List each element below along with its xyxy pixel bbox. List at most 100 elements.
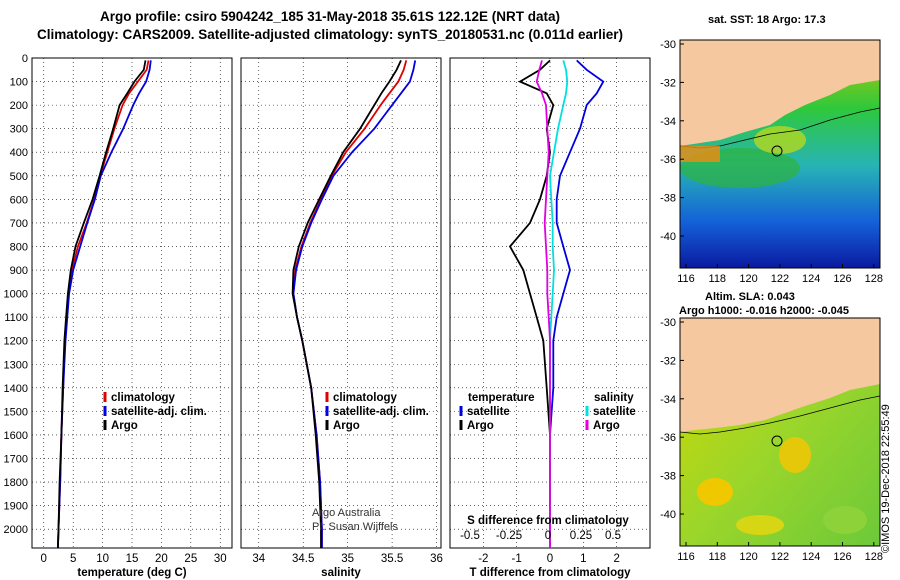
lon-tick-label: 128 [865,273,883,285]
y-tick-label: 1500 [4,406,28,418]
lat-tick-label: -40 [660,231,676,243]
panel-frame [240,57,442,549]
lat-tick-label: -36 [660,432,676,444]
y-tick-label: 400 [10,147,28,159]
lon-tick-label: 120 [739,273,757,285]
x-tick-label: 2 [613,553,619,565]
sla-high-patch-3 [736,515,784,535]
x-tick-label: 35 [341,553,354,565]
lat-tick-label: -38 [660,471,676,483]
lat-tick-label: -40 [660,509,676,521]
y-tick-label: 300 [10,124,28,136]
x-tick-label: -2 [478,553,488,565]
panel-annotation: PI: Susan Wijffels [312,521,398,533]
lon-tick-label: 120 [739,551,757,563]
x-axis-label: T difference from climatology [469,567,631,579]
y-tick-label: 800 [10,241,28,253]
series-line-satellite-adj-clim- [57,60,152,549]
lat-tick-label: -30 [660,317,676,329]
legend-label: satellite-adj. clim. [333,406,429,418]
x-tick-label: 10 [96,553,109,565]
y-tick-label: 0 [22,53,28,65]
y-tick-label: 1400 [4,383,28,395]
x-tick-label: -1 [512,553,522,565]
series-line-climatology [57,60,150,549]
sla-low-patch [823,506,867,534]
legend-label: Argo [467,420,494,432]
x-axis-label: salinity [321,567,361,579]
salinity-panel: 34 34.5 35 35.5 36 salinity climatology satelli… [240,57,443,579]
series-line-satellite-adj-clim- [292,60,417,548]
lon-tick-label: 118 [709,551,727,563]
sla-map-title-1: Altim. SLA: 0.043 [705,291,795,303]
lat-tick-label: -36 [660,154,676,166]
y-tick-label: 200 [10,100,28,112]
series-line-argo [291,60,402,548]
y-tick-label: 100 [10,77,28,89]
legend-label: satellite [593,406,636,418]
legend-heading-temperature: temperature [468,392,534,404]
sla-map-title-2: Argo h1000: -0.016 h2000: -0.045 [679,305,849,317]
lat-tick-label: -34 [660,116,676,128]
lat-tick-label: -38 [660,193,676,205]
lon-tick-label: 116 [677,273,695,285]
legend-label: climatology [111,392,176,404]
legend-label: satellite [467,406,510,418]
lon-tick-label: 124 [802,273,820,285]
y-tick-label: 1300 [4,359,28,371]
y-tick-label: 1700 [4,453,28,465]
sst-land [680,40,880,146]
lat-tick-label: -30 [660,39,676,51]
x-tick-label: 34 [252,553,265,565]
x-tick-label: 36 [430,553,443,565]
sla-ticks: -30 -32 -34 -36 -38 -40 116 118 120 122 124 126 128 [660,317,883,563]
series-line-argo [57,60,147,549]
y-tick-label: 600 [10,194,28,206]
x-tick-label: 5 [70,553,76,565]
lon-tick-label: 122 [771,273,789,285]
x-axis-label-top: S difference from climatology [467,515,629,527]
lon-tick-label: 122 [771,551,789,563]
x-tick-label-top: 0.5 [605,530,621,542]
lat-tick-label: -32 [660,77,676,89]
sst-map-title: sat. SST: 18 Argo: 17.3 [708,14,826,26]
series-line-climatology [292,60,408,548]
x-tick-label-top: -0.5 [460,530,480,542]
y-tick-label: 1000 [4,289,28,301]
panel-annotation: Argo Australia [312,507,381,519]
lon-tick-label: 124 [802,551,820,563]
temperature-panel: 0100200300400500600700800900100011001200… [4,53,233,579]
sla-land [680,318,880,432]
legend-label: satellite-adj. clim. [111,406,207,418]
legend-heading-salinity: salinity [594,392,634,404]
y-tick-label: 700 [10,218,28,230]
y-tick-label: 1600 [4,430,28,442]
header-line-2: Climatology: CARS2009. Satellite-adjuste… [37,27,623,42]
sla-high-patch-1 [697,478,733,506]
x-tick-label: 0 [41,553,47,565]
legend-label: climatology [333,392,398,404]
x-axis-label: temperature (deg C) [77,567,186,579]
sst-map: -30 -32 -34 -36 -38 -40 116 118 120 122 124 126 128 [660,39,883,285]
lon-tick-label: 118 [709,273,727,285]
legend-label: Argo [593,420,620,432]
lon-tick-label: 126 [833,551,851,563]
x-tick-label: 15 [126,553,139,565]
x-tick-label: 20 [155,553,168,565]
sst-float-marker [771,145,783,157]
sla-float-marker [771,435,783,447]
sst-eddy-patch [754,126,806,154]
sla-high-patch-2 [779,437,811,473]
lat-tick-label: -32 [660,355,676,367]
y-tick-label: 1100 [4,312,28,324]
x-tick-label: 34.5 [292,553,314,565]
y-tick-label: 500 [10,171,28,183]
y-tick-label: 1900 [4,501,28,513]
lon-tick-label: 128 [865,551,883,563]
panel-frame [31,57,233,549]
y-tick-label: 900 [10,265,28,277]
y-tick-label: 2000 [4,524,28,536]
x-tick-label: 1 [580,553,586,565]
difference-panel: -2 -1 0 1 2 T difference from climatology temp… [449,57,651,579]
